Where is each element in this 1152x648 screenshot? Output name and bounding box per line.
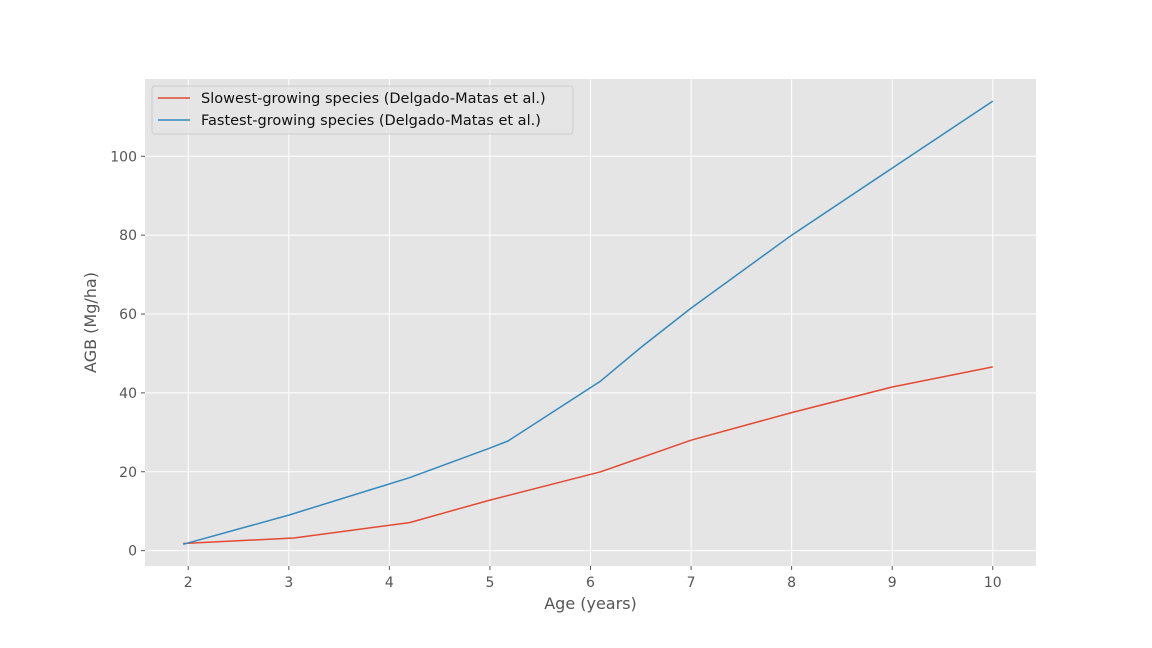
- legend-box: [151, 85, 574, 135]
- x-tick-label: 10: [984, 575, 1002, 591]
- y-tick-label: 80: [119, 228, 137, 244]
- x-tick-label: 7: [687, 575, 696, 591]
- x-axis-label: Age (years): [544, 594, 637, 613]
- y-tick-label: 100: [110, 149, 137, 165]
- y-tick-label: 0: [128, 544, 137, 560]
- x-tick-label: 8: [787, 575, 796, 591]
- series-line-fastest: [183, 100, 994, 546]
- y-tick-label: 40: [119, 386, 137, 402]
- x-tick-label: 4: [385, 575, 394, 591]
- y-tick-label: 60: [119, 307, 137, 323]
- series-line-slowest: [183, 366, 993, 545]
- legend-label-slowest: Slowest-growing species (Delgado-Matas e…: [201, 91, 546, 107]
- legend-label-fastest: Fastest-growing species (Delgado-Matas e…: [201, 113, 541, 129]
- x-axis-ticks: 2 3 4 5 6 7 8 9 10: [184, 566, 1002, 591]
- series-lines: [183, 100, 994, 546]
- y-axis-ticks: 0 20 40 60 80 100: [110, 149, 145, 560]
- x-tick-label: 6: [586, 575, 595, 591]
- x-tick-label: 9: [888, 575, 897, 591]
- legend: Slowest-growing species (Delgado-Matas e…: [151, 85, 574, 135]
- x-tick-label: 5: [485, 575, 494, 591]
- x-tick-label: 3: [284, 575, 293, 591]
- grid: [145, 79, 1036, 566]
- y-axis-label: AGB (Mg/ha): [81, 272, 100, 373]
- x-tick-label: 2: [184, 575, 193, 591]
- y-tick-label: 20: [119, 465, 137, 481]
